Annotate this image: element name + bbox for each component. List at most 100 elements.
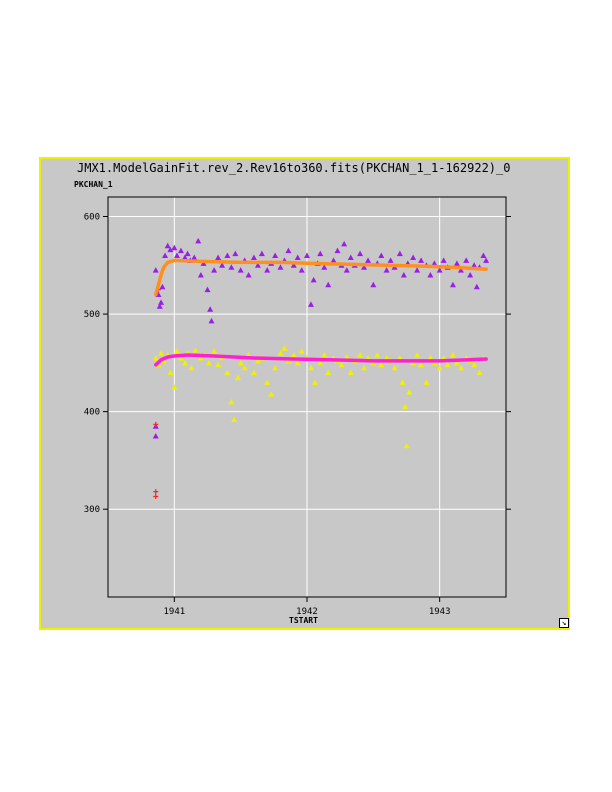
data-point-triangle [241, 364, 248, 371]
data-point-triangle [361, 264, 368, 270]
data-point-triangle [361, 364, 368, 371]
data-point-triangle [427, 272, 434, 278]
data-point-triangle [294, 359, 301, 366]
data-point-triangle [250, 369, 257, 376]
data-point-triangle [298, 267, 305, 273]
data-point-triangle [290, 352, 297, 358]
data-point-triangle [410, 254, 417, 260]
data-point-triangle [483, 257, 490, 263]
y-tick-label: 300 [84, 505, 100, 515]
fit-curve [154, 258, 488, 297]
data-point-triangle [167, 246, 174, 253]
fit-curve [154, 353, 488, 367]
data-point-triangle [224, 252, 231, 259]
data-point-triangle [173, 348, 180, 354]
data-point-triangle [191, 254, 198, 260]
data-point-triangle [370, 281, 377, 288]
data-point-triangle [188, 364, 195, 371]
data-point-triangle [277, 350, 284, 356]
data-point-triangle [378, 361, 385, 368]
data-point-triangle [453, 359, 460, 366]
data-point-triangle [152, 267, 159, 273]
data-point-triangle [272, 252, 279, 259]
data-point-triangle [476, 369, 483, 376]
data-point-triangle [290, 262, 297, 268]
data-point-triangle [383, 354, 390, 361]
data-point-triangle [317, 359, 324, 366]
data-point-triangle [298, 348, 305, 354]
data-point-triangle [250, 254, 257, 260]
data-point-triangle [192, 347, 199, 353]
data-point-triangle [204, 286, 211, 293]
data-point-triangle [321, 264, 328, 270]
data-point-triangle [330, 257, 337, 263]
data-point-triangle [171, 384, 178, 390]
y-tick-label: 500 [84, 310, 100, 320]
data-point-triangle [338, 361, 345, 368]
data-point-triangle [365, 257, 372, 263]
data-point-triangle [418, 257, 425, 263]
x-tick-label: 1941 [163, 607, 185, 617]
data-point-triangle [181, 254, 188, 260]
plot-window: 300 400 500 600 1941 1942 1943 JMX1.ModelGainF… [39, 157, 570, 630]
data-point-triangle [207, 306, 214, 312]
data-point-triangle [237, 359, 244, 366]
data-point-triangle [325, 369, 332, 376]
y-axis-label: PKCHAN_1 [74, 180, 113, 189]
data-point-triangle [457, 267, 464, 273]
data-point-triangle [264, 267, 271, 273]
data-point-plus [153, 421, 159, 427]
data-point-triangle [440, 257, 447, 263]
data-point-triangle [378, 252, 385, 259]
data-point-triangle [281, 345, 288, 351]
data-point-triangle [471, 361, 478, 368]
data-point-triangle [224, 369, 231, 376]
data-point-triangle [400, 272, 407, 278]
data-point-triangle [152, 433, 159, 439]
data-point-triangle [228, 398, 235, 405]
data-point-triangle [197, 354, 204, 361]
data-point-triangle [156, 303, 163, 309]
data-point-triangle [334, 247, 341, 254]
x-axis-label: TSTART [289, 616, 318, 625]
data-point-triangle [414, 352, 421, 358]
x-tick-label: 1943 [429, 607, 451, 617]
data-point-triangle [473, 283, 480, 290]
data-point-triangle [403, 442, 410, 449]
data-point-triangle [173, 252, 180, 259]
data-point-triangle [307, 364, 314, 371]
data-point-triangle [311, 379, 318, 385]
data-point-triangle [181, 359, 188, 366]
data-point-triangle [427, 354, 434, 361]
data-point-triangle [480, 252, 487, 259]
data-point-triangle [402, 403, 409, 410]
data-point-triangle [205, 359, 212, 366]
chart-title: JMX1.ModelGainFit.rev_2.Rev16to360.fits(… [77, 161, 511, 175]
data-point-triangle [374, 352, 381, 358]
data-point-triangle [391, 364, 398, 371]
data-point-triangle [321, 352, 328, 358]
scatter-plot: 300 400 500 600 1941 1942 1943 [84, 196, 511, 617]
data-point-triangle [245, 272, 252, 278]
data-point-triangle [177, 247, 184, 254]
data-point-triangle [357, 250, 364, 257]
data-point-triangle [258, 250, 265, 257]
y-tick-label: 400 [84, 408, 100, 418]
data-point-triangle [164, 242, 171, 249]
data-point-triangle [357, 352, 364, 358]
data-point-triangle [431, 260, 438, 266]
data-point-triangle [177, 354, 184, 361]
data-point-triangle [171, 244, 178, 251]
data-point-triangle [215, 254, 222, 260]
data-point-triangle [285, 357, 292, 364]
data-point-triangle [264, 379, 271, 385]
data-point-triangle [285, 247, 292, 254]
data-point-triangle [317, 250, 324, 257]
data-point-triangle [436, 364, 443, 371]
data-point-triangle [294, 254, 301, 260]
data-point-plus [153, 489, 159, 495]
data-point-plus [153, 494, 159, 500]
data-point-triangle [152, 354, 159, 361]
data-point-triangle [471, 262, 478, 268]
resize-icon[interactable]: ↘ [559, 618, 569, 628]
